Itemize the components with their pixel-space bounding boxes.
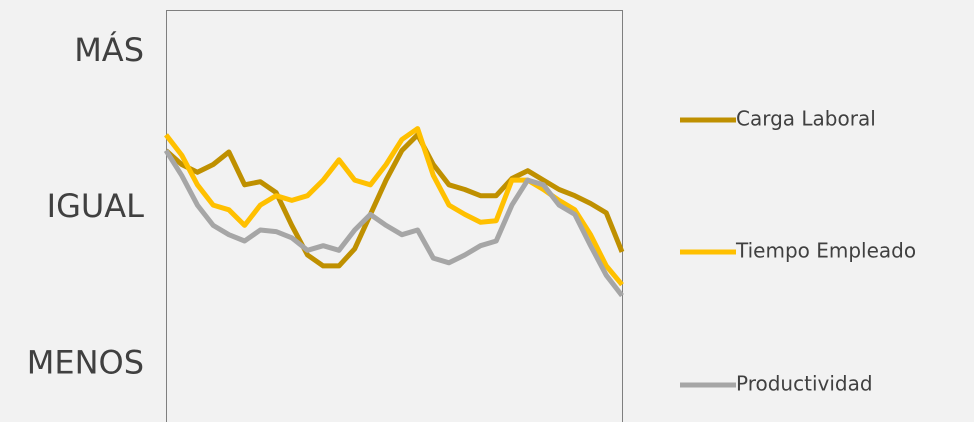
y-tick-label: MÁS <box>74 31 144 69</box>
legend-label: Tiempo Empleado <box>735 239 916 263</box>
legend-label: Carga Laboral <box>736 107 876 131</box>
series-line <box>164 132 625 269</box>
series-line <box>163 149 624 298</box>
plot-frame <box>166 10 623 422</box>
series-line <box>164 126 624 287</box>
legend-label: Productividad <box>736 372 873 396</box>
y-tick-label: IGUAL <box>47 187 145 225</box>
y-tick-label: MENOS <box>27 343 144 381</box>
